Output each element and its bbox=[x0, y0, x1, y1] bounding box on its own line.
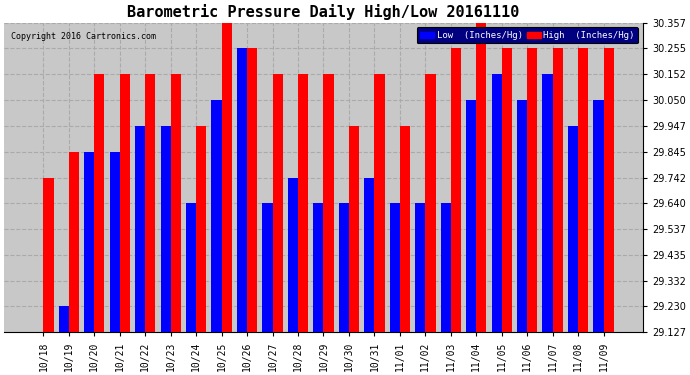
Bar bbox=[425, 74, 435, 332]
Bar bbox=[69, 152, 79, 332]
Bar bbox=[604, 48, 614, 332]
Bar bbox=[451, 48, 461, 332]
Bar bbox=[313, 203, 324, 332]
Bar bbox=[135, 126, 145, 332]
Bar bbox=[211, 100, 221, 332]
Bar bbox=[84, 152, 95, 332]
Bar bbox=[288, 178, 298, 332]
Bar bbox=[161, 126, 170, 332]
Bar bbox=[578, 48, 589, 332]
Bar bbox=[390, 203, 400, 332]
Bar bbox=[298, 74, 308, 332]
Bar bbox=[502, 48, 512, 332]
Bar bbox=[237, 48, 247, 332]
Bar bbox=[339, 203, 349, 332]
Bar bbox=[349, 126, 359, 332]
Bar bbox=[491, 74, 502, 332]
Bar bbox=[542, 74, 553, 332]
Bar bbox=[527, 48, 538, 332]
Bar bbox=[186, 203, 196, 332]
Bar bbox=[364, 178, 375, 332]
Bar bbox=[221, 23, 232, 332]
Bar bbox=[110, 152, 120, 332]
Bar bbox=[196, 126, 206, 332]
Bar bbox=[466, 100, 476, 332]
Bar bbox=[170, 74, 181, 332]
Bar bbox=[59, 306, 69, 332]
Bar bbox=[145, 74, 155, 332]
Bar bbox=[43, 178, 54, 332]
Bar bbox=[120, 74, 130, 332]
Bar bbox=[517, 100, 527, 332]
Bar bbox=[262, 203, 273, 332]
Bar bbox=[553, 48, 563, 332]
Bar bbox=[95, 74, 104, 332]
Title: Barometric Pressure Daily High/Low 20161110: Barometric Pressure Daily High/Low 20161… bbox=[127, 4, 520, 20]
Bar bbox=[375, 74, 384, 332]
Bar bbox=[441, 203, 451, 332]
Bar bbox=[247, 48, 257, 332]
Legend: Low  (Inches/Hg), High  (Inches/Hg): Low (Inches/Hg), High (Inches/Hg) bbox=[417, 27, 638, 44]
Bar bbox=[593, 100, 604, 332]
Bar bbox=[568, 126, 578, 332]
Bar bbox=[476, 23, 486, 332]
Bar bbox=[273, 74, 283, 332]
Bar bbox=[400, 126, 410, 332]
Bar bbox=[324, 74, 334, 332]
Bar bbox=[415, 203, 425, 332]
Text: Copyright 2016 Cartronics.com: Copyright 2016 Cartronics.com bbox=[10, 32, 155, 41]
